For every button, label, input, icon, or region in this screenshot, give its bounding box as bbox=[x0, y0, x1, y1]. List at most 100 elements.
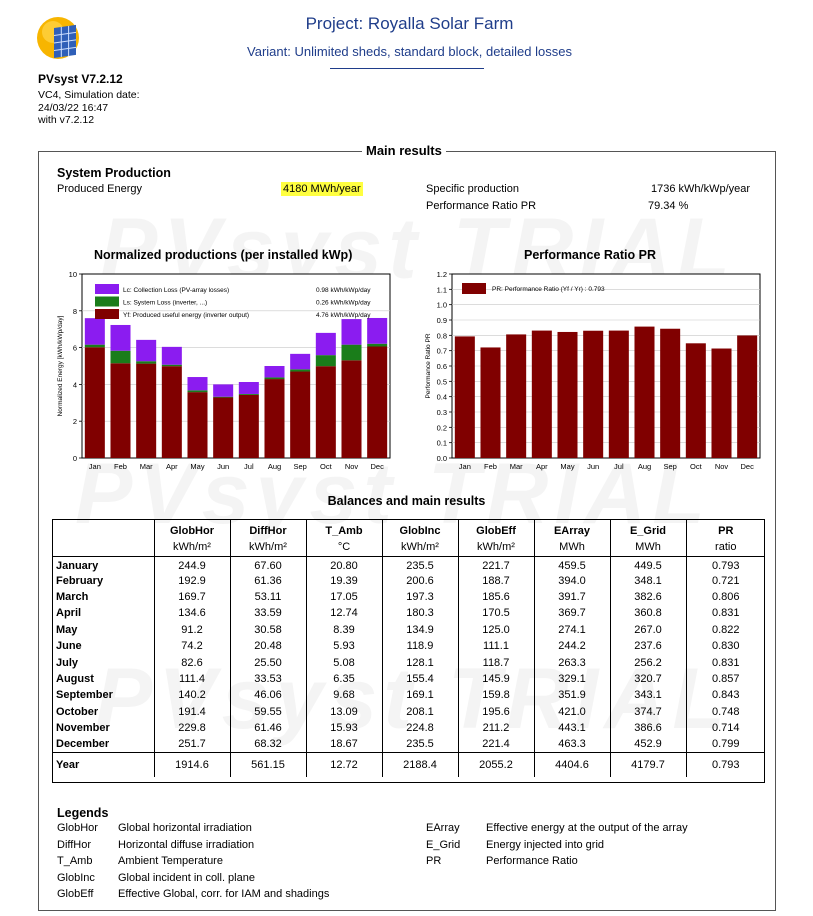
table-row: September 140.2 46.06 9.68 169.1 159.8 351.9 34… bbox=[52, 687, 765, 704]
table-cell: 169.1 bbox=[381, 687, 458, 704]
bar-lc bbox=[213, 384, 234, 397]
table-cell: 159.8 bbox=[457, 687, 534, 704]
x-tick-label: May bbox=[560, 462, 574, 471]
col-unit: kWh/m² bbox=[229, 538, 306, 557]
bar-lc bbox=[110, 324, 131, 351]
bar-pr bbox=[685, 343, 706, 458]
table-cell: 256.2 bbox=[609, 654, 686, 671]
row-label: January bbox=[56, 559, 99, 572]
table-cell: 68.32 bbox=[229, 736, 306, 753]
legend-description: Global incident in coll. plane bbox=[118, 871, 255, 884]
table-cell: 449.5 bbox=[609, 556, 686, 573]
table-cell: 421.0 bbox=[533, 703, 610, 720]
x-tick-label: Aug bbox=[268, 462, 281, 471]
table-cell: 61.36 bbox=[229, 572, 306, 589]
table-cell: 229.8 bbox=[153, 719, 230, 737]
table-cell: 169.7 bbox=[153, 588, 230, 606]
bar-pr bbox=[711, 348, 732, 458]
table-cell: 91.2 bbox=[153, 621, 230, 638]
table-cell: 140.2 bbox=[153, 687, 230, 704]
bar-pr bbox=[480, 347, 501, 458]
x-tick-label: Sep bbox=[663, 462, 676, 471]
col-unit: kWh/m² bbox=[457, 538, 534, 557]
table-row: Year 1914.6 561.15 12.72 2188.4 2055.2 4404.6 4… bbox=[52, 752, 765, 777]
table-cell: 67.60 bbox=[229, 556, 306, 573]
bar-lc bbox=[187, 377, 208, 391]
table-cell: 180.3 bbox=[381, 605, 458, 622]
col-unit: kWh/m² bbox=[153, 538, 230, 557]
table-cell: 145.9 bbox=[457, 670, 534, 688]
bar-yf bbox=[110, 363, 131, 458]
legend-swatch bbox=[462, 283, 486, 294]
table-cell: 8.39 bbox=[305, 621, 382, 638]
x-tick-label: Nov bbox=[345, 462, 359, 471]
bar-lc bbox=[315, 332, 336, 356]
table-row: November 229.8 61.46 15.93 224.8 211.2 443.1 38… bbox=[52, 719, 765, 737]
table-row: April 134.6 33.59 12.74 180.3 170.5 369.7 360.8… bbox=[52, 605, 765, 622]
bar-pr bbox=[454, 336, 475, 458]
col-header: T_Amb bbox=[305, 519, 382, 538]
table-cell: 33.53 bbox=[229, 670, 306, 688]
y-tick-label: 0 bbox=[73, 454, 77, 463]
table-cell: 128.1 bbox=[381, 654, 458, 671]
table-cell: 4179.7 bbox=[609, 752, 686, 777]
table-cell: 348.1 bbox=[609, 572, 686, 589]
table-cell: 463.3 bbox=[533, 736, 610, 753]
y-tick-label: 1.0 bbox=[437, 301, 447, 310]
title-underline bbox=[330, 68, 484, 69]
legend-abbr: GlobInc bbox=[57, 871, 95, 884]
y-tick-label: 8 bbox=[73, 307, 77, 316]
table-cell: 263.3 bbox=[533, 654, 610, 671]
table-row: February 192.9 61.36 19.39 200.6 188.7 394.0 34… bbox=[52, 572, 765, 589]
bar-pr bbox=[531, 330, 552, 458]
performance-ratio-chart: 0.0 0.1 0.2 0.3 0.4 0.5 0.6 0.7 0.8 0.9 1.0 1.1 1.2 J… bbox=[425, 270, 761, 471]
x-tick-label: Sep bbox=[293, 462, 306, 471]
table-cell: 0.831 bbox=[685, 654, 765, 671]
table-cell: 1914.6 bbox=[153, 752, 230, 777]
produced-energy-value: 4180 MWh/year bbox=[281, 182, 363, 196]
bar-lc bbox=[136, 339, 157, 362]
x-tick-label: Aug bbox=[638, 462, 651, 471]
simulation-info: VC4, Simulation date: 24/03/22 16:47 wit… bbox=[38, 89, 140, 126]
table-cell: 235.5 bbox=[381, 736, 458, 753]
y-tick-label: 0.2 bbox=[437, 423, 447, 432]
y-tick-label: 0.9 bbox=[437, 316, 447, 325]
balances-table: GlobHor DiffHor T_Amb GlobInc GlobEff EA… bbox=[52, 519, 765, 777]
row-label: October bbox=[56, 705, 99, 718]
legend-description: Effective Global, corr. for IAM and shad… bbox=[118, 888, 330, 900]
x-tick-label: Jun bbox=[587, 462, 599, 471]
table-cell: 191.4 bbox=[153, 703, 230, 720]
table-cell: 369.7 bbox=[533, 605, 610, 622]
table-cell: 0.843 bbox=[685, 687, 765, 704]
table-cell: 459.5 bbox=[533, 556, 610, 573]
variant-title: Variant: Unlimited sheds, standard block… bbox=[247, 44, 572, 59]
x-tick-label: Jul bbox=[244, 462, 254, 471]
table-row: May 91.2 30.58 8.39 134.9 125.0 274.1 267.0 0.82… bbox=[52, 621, 765, 638]
bar-ls bbox=[110, 350, 131, 364]
project-title: Project: Royalla Solar Farm bbox=[305, 14, 514, 33]
table-cell: 0.830 bbox=[685, 637, 765, 655]
bar-lc bbox=[161, 346, 182, 365]
legend-abbr: E_Grid bbox=[426, 838, 461, 851]
row-label: March bbox=[56, 590, 89, 603]
legend-label: Yf: Produced useful energy (inverter out… bbox=[123, 312, 249, 319]
legend-abbr: T_Amb bbox=[57, 855, 93, 867]
table-cell: 12.74 bbox=[305, 605, 382, 622]
bar-yf bbox=[315, 366, 336, 458]
bar-yf bbox=[136, 363, 157, 458]
bar-lc bbox=[290, 353, 311, 370]
bar-ls bbox=[136, 361, 157, 364]
y-tick-label: 0.1 bbox=[437, 439, 447, 448]
main-results-title: Main results bbox=[362, 143, 446, 158]
table-cell: 0.714 bbox=[685, 719, 765, 737]
table-cell: 17.05 bbox=[305, 588, 382, 606]
normalized-productions-chart: 0 2 4 6 8 10 Jan Feb Mar Apr May Jun Jul Aug Sep Oct Nov… bbox=[57, 270, 391, 471]
table-cell: 195.6 bbox=[457, 703, 534, 720]
bar-ls bbox=[161, 364, 182, 367]
y-tick-label: 0.0 bbox=[437, 454, 447, 463]
table-cell: 59.55 bbox=[229, 703, 306, 720]
legend-abbr: GlobEff bbox=[57, 888, 94, 900]
software-version: PVsyst V7.2.12 bbox=[38, 72, 123, 86]
x-tick-label: Jan bbox=[459, 462, 471, 471]
table-cell: 118.9 bbox=[381, 637, 458, 655]
